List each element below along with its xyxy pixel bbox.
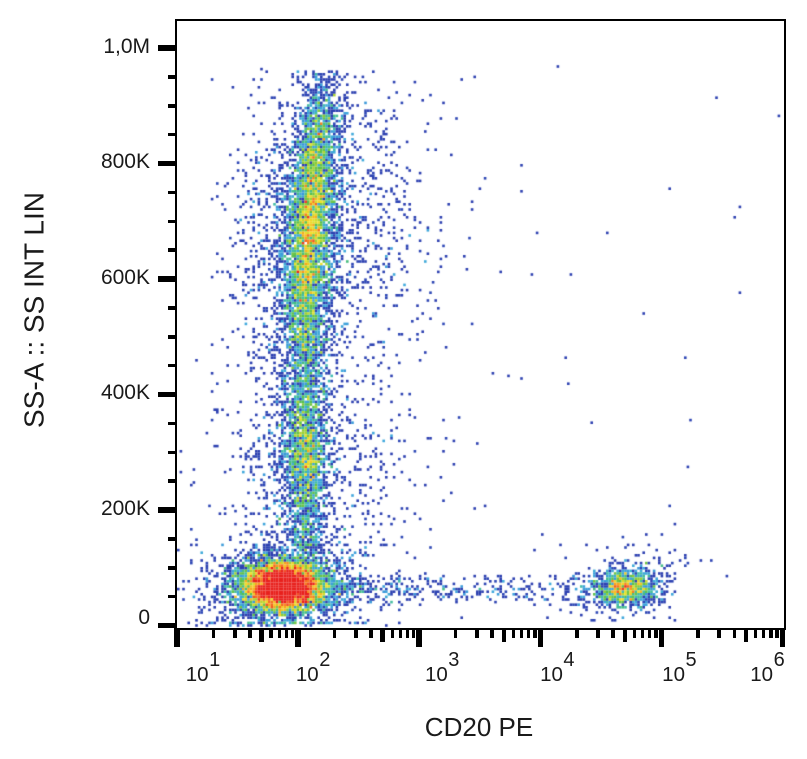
x-tick-label-exponent: 6 [773,649,785,671]
y-tick-label: 600K [100,265,150,289]
y-minor-tick [168,219,177,223]
x-minor-tick [354,628,358,638]
y-minor-tick [168,450,177,454]
x-tick-label: 106 [750,650,784,686]
x-major-tick [174,628,180,647]
y-tick-label: 1,0M [103,34,150,58]
x-minor-tick-5 [622,628,628,642]
y-major-tick [157,622,177,629]
x-tick-label-exponent: 3 [448,649,460,671]
y-tick-label: 0 [138,606,150,629]
x-axis-title: CD20 PE [424,712,534,742]
x-minor-tick [533,628,537,638]
x-minor-tick [696,628,700,638]
y-minor-tick [168,421,177,426]
x-tick-label-base: 10 [424,663,448,686]
x-tick-label-exponent: 1 [209,649,221,671]
y-major-tick [157,276,177,282]
x-minor-tick [248,628,252,638]
y-minor-tick [168,248,177,252]
x-minor-tick [332,628,337,638]
x-minor-tick [753,628,758,638]
x-minor-tick-5 [501,628,507,642]
x-minor-tick [277,628,282,638]
x-minor-tick [775,628,779,638]
x-tick-label-base: 10 [662,663,685,686]
x-minor-tick [290,628,295,638]
x-minor-tick [654,628,658,638]
x-minor-tick [405,628,410,638]
x-tick-label: 104 [540,650,574,686]
x-minor-tick [611,628,615,638]
x-minor-tick [761,628,766,638]
x-minor-tick [390,628,395,638]
x-minor-tick [411,628,416,638]
x-minor-tick [575,628,579,638]
y-minor-tick [168,335,177,339]
y-minor-tick [168,479,177,483]
x-minor-tick-5 [380,628,385,642]
x-major-tick [537,628,544,647]
y-minor-tick [168,363,177,368]
x-minor-tick [640,628,645,638]
x-tick-label-exponent: 4 [563,649,575,671]
y-tick-label: 400K [100,381,150,404]
x-minor-tick-5 [259,628,264,642]
y-minor-tick [168,132,177,137]
x-minor-tick-5 [743,628,749,642]
x-minor-tick [211,628,216,638]
x-major-tick [779,628,786,647]
y-major-tick [157,391,177,398]
y-tick-label: 800K [100,150,150,173]
y-minor-tick [168,537,177,541]
x-minor-tick [475,628,479,638]
scatter-canvas [177,20,784,629]
x-tick-label: 101 [185,650,220,686]
y-minor-tick [168,104,177,108]
y-tick-label: 200K [100,496,150,520]
y-major-tick [157,507,177,513]
x-minor-tick [632,628,637,638]
x-tick-label-base: 10 [295,663,319,686]
x-major-tick [658,628,665,647]
x-minor-tick [717,628,721,638]
y-minor-tick [168,566,177,570]
x-minor-tick [511,628,516,638]
x-minor-tick [490,628,494,638]
x-tick-label-exponent: 5 [685,649,697,671]
x-minor-tick [519,628,524,638]
y-minor-tick [168,190,177,195]
x-major-tick [416,628,422,647]
y-minor-tick [168,594,177,599]
x-minor-tick [647,628,652,638]
x-minor-tick [769,628,773,638]
y-major-tick [157,45,177,51]
y-minor-tick [168,75,177,79]
x-minor-tick [269,628,273,638]
y-minor-tick [168,306,177,310]
x-minor-tick [526,628,531,638]
y-major-tick [157,160,177,167]
x-tick-label-base: 10 [540,663,563,686]
x-tick-label-base: 10 [185,663,209,686]
x-minor-tick [284,628,289,638]
x-tick-label-base: 10 [750,663,774,686]
x-tick-label: 105 [662,650,696,686]
x-tick-label: 102 [295,650,330,686]
x-major-tick [295,628,301,647]
y-axis-title: SS-A :: SS INT LIN [18,191,50,429]
x-minor-tick [233,628,237,638]
x-minor-tick [398,628,403,638]
x-tick-label-exponent: 2 [319,649,331,671]
x-minor-tick [596,628,600,638]
x-minor-tick [453,628,458,638]
x-minor-tick [732,628,737,638]
x-minor-tick [369,628,373,638]
x-tick-label: 103 [424,650,459,686]
